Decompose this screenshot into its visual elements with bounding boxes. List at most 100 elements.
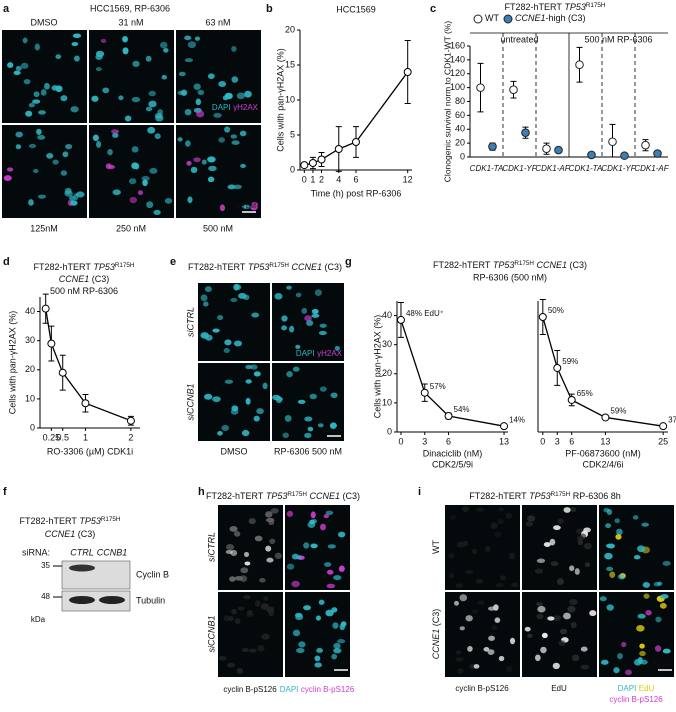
cell [450, 514, 457, 520]
cell [643, 593, 650, 599]
cell [614, 518, 620, 524]
text-segment: CCNE1 [45, 529, 76, 539]
cell [40, 89, 47, 96]
cell [616, 528, 623, 536]
cell [100, 38, 107, 43]
panel-title: FT282-hTERT TP53R175H CCNE1 (C3) [206, 491, 360, 502]
y-tick-label: 10 [285, 94, 295, 104]
x-tick-label: 2 [128, 432, 133, 442]
point-annotation: 59% [610, 407, 626, 416]
cell [457, 668, 464, 674]
x-tick-label: CDK1-AF [535, 164, 570, 173]
cell [129, 196, 138, 204]
x-tick-label: 0.5 [56, 432, 69, 442]
y-tick-label: 40 [455, 124, 465, 134]
data-point [608, 137, 617, 147]
cell [455, 657, 464, 662]
micrograph [445, 505, 520, 590]
cell [65, 143, 73, 150]
x-tick-label: 6 [569, 436, 574, 446]
text-segment: cyclin B-pS126 [455, 684, 509, 693]
panel-title: FT282-hTERT TP53R175H [20, 516, 121, 527]
cell [484, 545, 491, 553]
cell [218, 655, 227, 661]
cell [254, 535, 263, 542]
x-axis-label: PF-06873600 (nM) [565, 448, 641, 458]
cell [202, 301, 209, 307]
point-annotation: 48% EdU⁺ [406, 309, 444, 318]
column-label: RP-6306 500 nM [274, 446, 342, 456]
cell [291, 580, 300, 588]
cell [266, 557, 274, 563]
cell [274, 293, 283, 300]
scale-label: 50 µM [321, 427, 341, 434]
cell [637, 613, 646, 619]
cell [241, 647, 249, 653]
y-tick-label: 15 [285, 59, 295, 69]
cell [268, 520, 275, 526]
panel-letter: b [266, 3, 273, 15]
text-segment: FT282-hTERT [20, 516, 78, 526]
text-segment: -high (C3) [546, 13, 586, 23]
text-segment: CCNE1 [291, 262, 322, 272]
cell [107, 148, 113, 156]
cell [536, 613, 544, 620]
text-segment: CCNE1 [536, 260, 567, 270]
cell [219, 204, 225, 212]
cell [207, 176, 215, 183]
cell [236, 668, 243, 674]
x-axis-label: Time (h) post RP-6306 [311, 188, 402, 198]
text-segment: DAPI [280, 685, 299, 694]
chart-title: 500 nM RP-6306 [50, 286, 118, 296]
cell [148, 90, 157, 97]
cell [55, 54, 62, 59]
data-point [126, 416, 135, 425]
cell [570, 621, 577, 629]
cell [70, 106, 79, 113]
cell [68, 195, 76, 201]
cell [306, 320, 314, 326]
cell [184, 108, 192, 116]
panel-letter: c [430, 3, 436, 15]
cell [314, 662, 322, 668]
cell [132, 60, 140, 67]
lane-label: CCNB1 [97, 547, 128, 557]
protein-label: Tubulin [136, 595, 165, 605]
data-point [47, 339, 56, 348]
panel-letter: h [198, 486, 205, 498]
cell [256, 408, 264, 415]
micrograph [89, 125, 174, 218]
x-tick-label: 4 [336, 174, 341, 184]
cell [95, 50, 105, 58]
cell [319, 386, 327, 392]
cell [536, 602, 543, 607]
x-tick-label: 0 [302, 174, 307, 184]
cell [223, 615, 230, 622]
cell [227, 662, 235, 668]
cell [38, 110, 46, 115]
chart-title: HCC1569 [336, 4, 376, 14]
cell [239, 130, 247, 137]
cell [154, 112, 163, 119]
y-axis-label: Cells with pan-γH2AX (%) [7, 311, 17, 415]
cell [236, 92, 246, 100]
text-segment: TP53 [564, 2, 586, 12]
cell [153, 209, 161, 215]
scale-label: 50 µM [236, 203, 256, 210]
cell [459, 594, 468, 602]
text-segment: R175H [514, 260, 534, 267]
data-point [334, 145, 343, 153]
cell [326, 569, 334, 575]
row-label: siCCNB1 [206, 615, 216, 652]
data-point [300, 161, 309, 170]
cell [487, 649, 495, 655]
text-segment: CCNE1 [515, 13, 546, 23]
cell [574, 568, 580, 575]
cell [251, 312, 260, 318]
cell [296, 647, 305, 654]
cell [234, 618, 241, 625]
column-label: cyclin B-pS126 [223, 685, 277, 694]
cell [229, 576, 236, 582]
data-point [554, 145, 563, 155]
